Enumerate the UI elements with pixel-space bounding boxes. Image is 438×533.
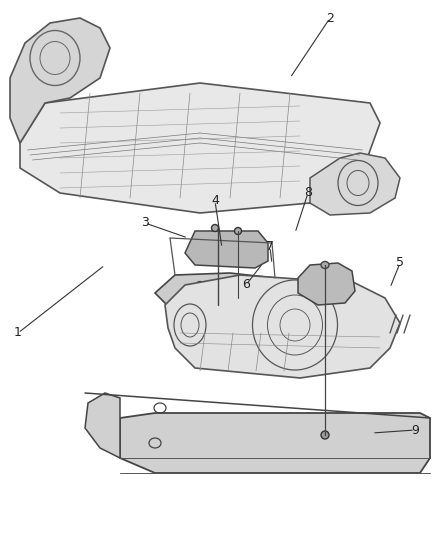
Polygon shape [120, 413, 430, 473]
Ellipse shape [212, 224, 219, 231]
Text: 1: 1 [14, 327, 22, 340]
Text: 4: 4 [211, 195, 219, 207]
Text: 2: 2 [326, 12, 334, 25]
Polygon shape [155, 273, 290, 318]
Text: 3: 3 [141, 216, 149, 230]
Polygon shape [20, 83, 380, 213]
Polygon shape [10, 18, 110, 143]
Polygon shape [310, 153, 400, 215]
Polygon shape [185, 231, 268, 268]
Text: 7: 7 [266, 240, 274, 254]
Polygon shape [165, 275, 400, 378]
Ellipse shape [321, 431, 329, 439]
Text: 6: 6 [242, 279, 250, 292]
Text: 5: 5 [396, 256, 404, 270]
Text: 9: 9 [411, 424, 419, 437]
Text: 8: 8 [304, 187, 312, 199]
Polygon shape [298, 263, 355, 305]
Polygon shape [85, 393, 120, 458]
Ellipse shape [321, 262, 329, 269]
Ellipse shape [234, 228, 241, 235]
